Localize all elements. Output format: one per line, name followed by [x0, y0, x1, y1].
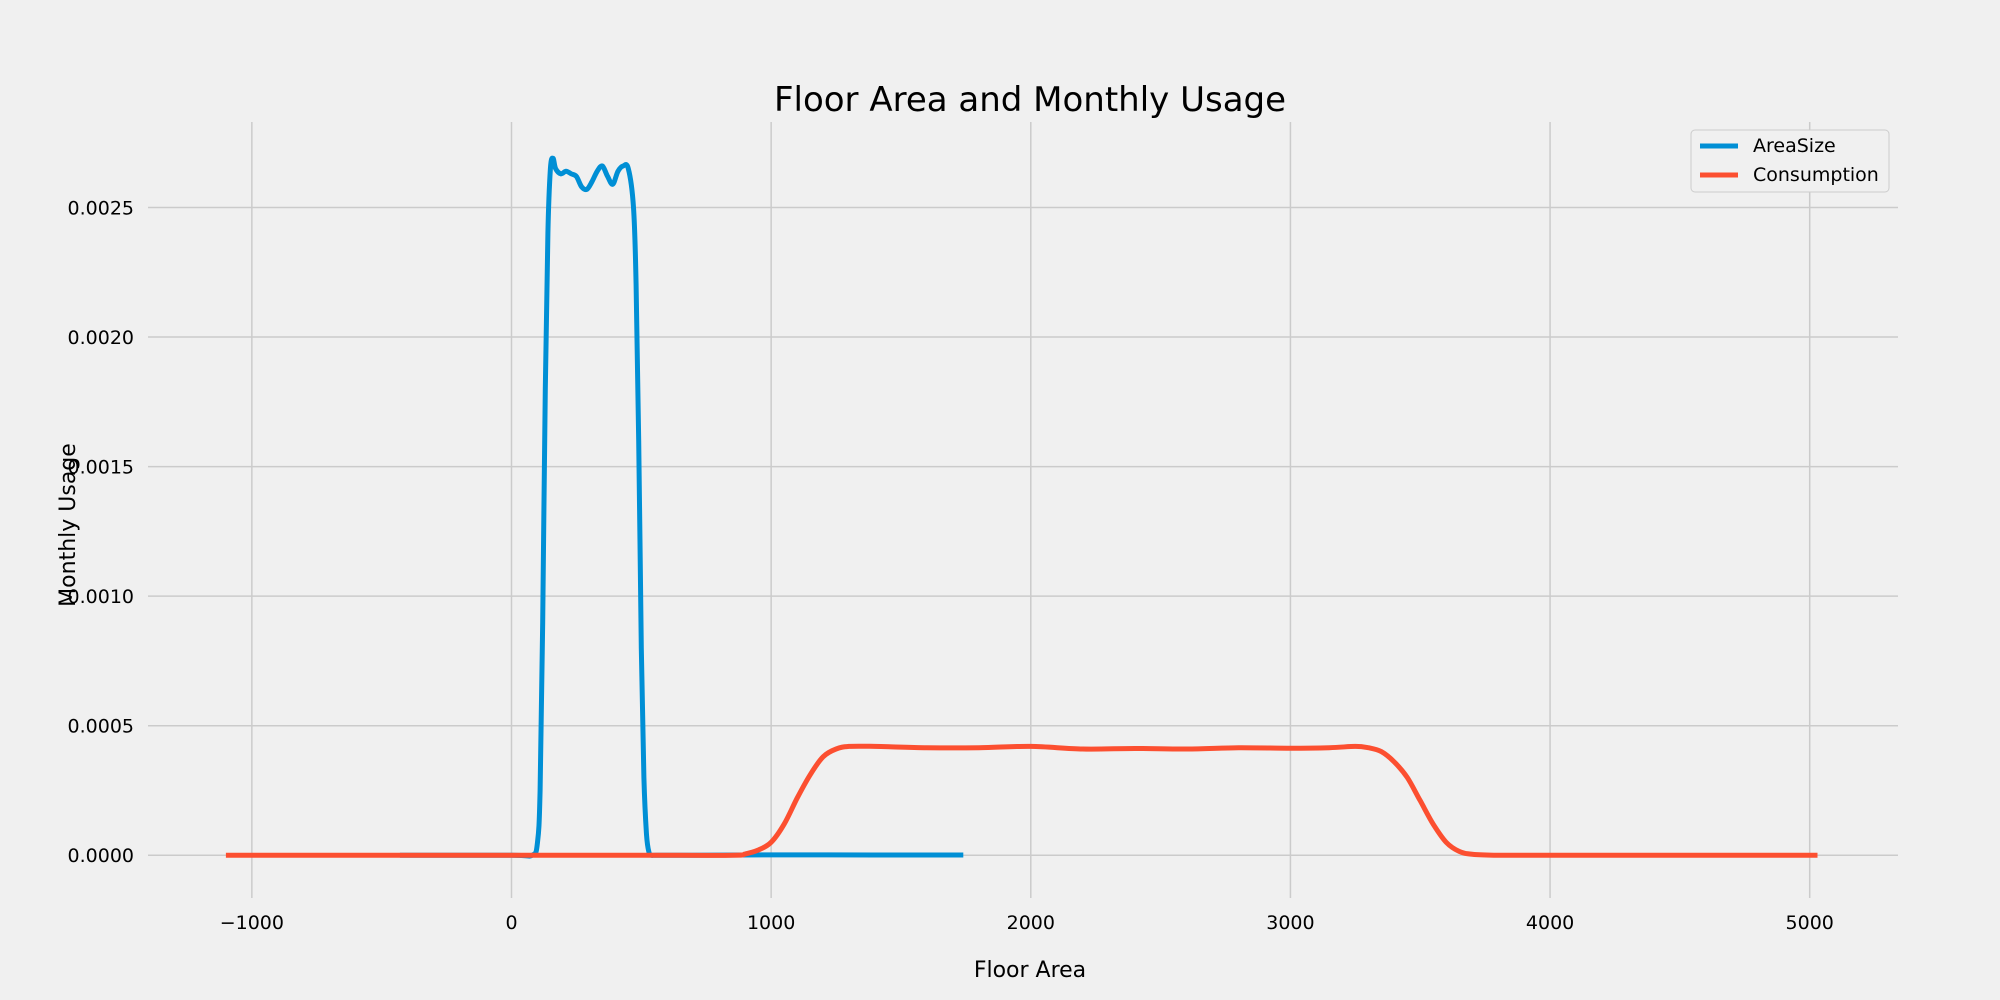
x-tick-label: 5000	[1786, 912, 1834, 934]
x-tick-label: 1000	[747, 912, 795, 934]
y-tick-label: 0.0015	[68, 457, 134, 479]
x-tick-label: −1000	[220, 912, 284, 934]
series-line-consumption	[225, 743, 1818, 858]
y-tick-label: 0.0000	[68, 845, 134, 867]
x-tick-label: 0	[505, 912, 517, 934]
x-tick-label: 2000	[1007, 912, 1055, 934]
y-tick-label: 0.0025	[68, 198, 134, 220]
x-tick-label: 4000	[1526, 912, 1574, 934]
legend-label-consumption: Consumption	[1753, 164, 1879, 186]
y-tick-label: 0.0020	[68, 327, 134, 349]
y-axis-label: Monthly Usage	[56, 443, 81, 607]
legend-box	[1690, 129, 1890, 193]
x-tick-label: 3000	[1266, 912, 1314, 934]
y-tick-label: 0.0010	[68, 586, 134, 608]
series	[225, 155, 1818, 859]
y-tick-label: 0.0005	[68, 716, 134, 738]
chart-title: Floor Area and Monthly Usage	[774, 80, 1286, 120]
legend-label-areasize: AreaSize	[1753, 135, 1836, 157]
tick-labels: −1000 0 1000 2000 3000 4000 5000 0.0000 0.0005 0.…	[68, 198, 1834, 934]
x-axis-label: Floor Area	[974, 958, 1086, 983]
series-line-areasize	[399, 155, 964, 859]
legend: AreaSize Consumption	[1690, 129, 1890, 193]
